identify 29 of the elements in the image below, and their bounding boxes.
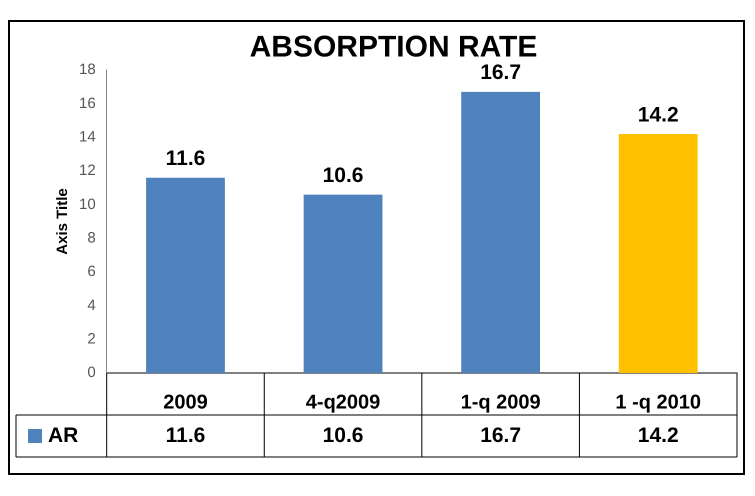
bar — [146, 178, 225, 373]
x-tick-label: 1-q 2009 — [460, 392, 541, 414]
data-label: 14.2 — [638, 424, 679, 447]
y-axis-title: Axis Title — [54, 188, 72, 255]
y-tick-label: 4 — [87, 296, 96, 314]
y-tick-label: 8 — [87, 229, 96, 246]
data-label: 11.6 — [166, 424, 206, 447]
y-tick-label: 16 — [78, 94, 96, 112]
y-tick-label: 14 — [78, 128, 96, 146]
data-label: 10.6 — [322, 424, 364, 447]
bar — [618, 134, 698, 373]
annotation: 14.2 — [638, 103, 679, 126]
legend-label: AR — [48, 424, 78, 447]
y-tick-label: 2 — [87, 330, 96, 348]
annotation: 11.6 — [166, 147, 206, 170]
y-tick-label: 0 — [87, 364, 96, 382]
y-tick-label: 18 — [78, 61, 96, 78]
annotation: 10.6 — [322, 164, 364, 187]
x-tick-label: 2009 — [163, 392, 208, 414]
bar — [461, 92, 540, 373]
x-tick-label: 1 -q 2010 — [615, 392, 702, 414]
y-tick-label: 12 — [78, 162, 96, 180]
y-tick-label: 10 — [78, 196, 96, 213]
chart-title: ABSORPTION RATE — [250, 30, 538, 64]
x-tick-label: 4-q2009 — [306, 392, 380, 414]
y-tick-label: 6 — [87, 263, 96, 280]
bar — [304, 194, 382, 373]
data-label: 16.7 — [480, 424, 522, 447]
annotation: 16.7 — [480, 61, 522, 84]
